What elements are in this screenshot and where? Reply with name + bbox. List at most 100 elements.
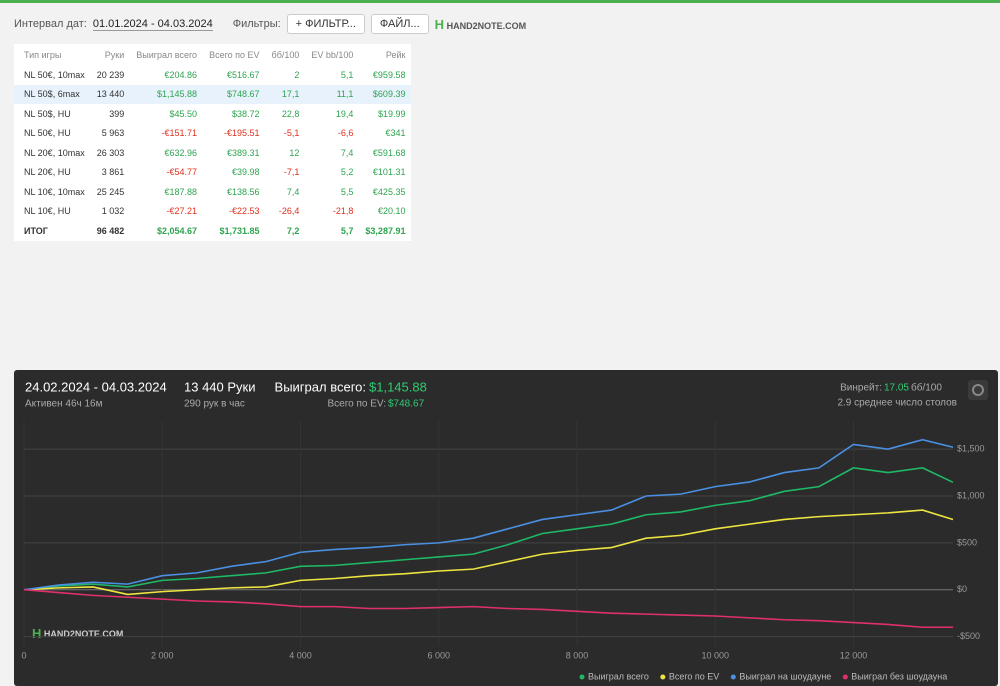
table-cell: -7,1 xyxy=(283,167,300,178)
filter-button[interactable]: + ФИЛЬТР... xyxy=(286,14,365,34)
table-cell: -€22.53 xyxy=(229,206,260,217)
x-tick-label: 4 000 xyxy=(289,650,312,660)
table-row[interactable]: NL 10€, 10max 25 245 €187.88 €138.56 7,4 5,5 €… xyxy=(14,182,411,202)
table-cell: -5,1 xyxy=(283,128,300,139)
won-value: $1,145.88 xyxy=(369,379,427,394)
y-tick-label: $500 xyxy=(957,537,977,547)
table-cell: €341 xyxy=(385,128,406,139)
table-cell: €632.96 xyxy=(164,147,198,158)
table-cell: бб/100 xyxy=(271,49,300,60)
table-cell: 5,1 xyxy=(340,69,354,80)
table-cell: 3 861 xyxy=(101,167,125,178)
table-cell: NL 10€, HU xyxy=(24,206,71,217)
table-cell: 17,1 xyxy=(265,84,306,104)
table-cell: -21,8 xyxy=(332,206,354,217)
x-tick-label: 0 xyxy=(21,650,26,660)
per-hour: 290 рук в час xyxy=(184,399,245,410)
legend-dot xyxy=(660,674,666,680)
table-cell: 5,5 xyxy=(340,186,354,197)
series-line xyxy=(23,467,954,591)
series-line xyxy=(23,438,954,591)
y-tick-label: $0 xyxy=(957,584,967,594)
ev-label: Всего по EV: xyxy=(327,399,386,410)
table-cell: €20.10 xyxy=(377,206,406,217)
table-cell: 2 xyxy=(294,69,300,80)
file-button[interactable]: ФАЙЛ... xyxy=(370,14,429,34)
table-cell: -6,6 xyxy=(337,128,354,139)
legend-dot xyxy=(579,674,585,680)
table-cell: $45.50 xyxy=(169,108,198,119)
x-tick-label: 8 000 xyxy=(566,650,589,660)
filters-label: Фильтры: xyxy=(232,18,281,30)
table-row[interactable]: NL 50$, 6max 13 440 $1,145.88 $748.67 17,1 11… xyxy=(14,84,412,104)
table-cell: NL 20€, 10max xyxy=(24,147,85,158)
table-row[interactable]: NL 50€, HU 5 963 -€151.71 -€195.51 -5,1 -6,6 €… xyxy=(14,124,411,144)
table-row[interactable]: ИТОГ 96 482 $2,054.67 $1,731.85 7,2 5,7 $3,287… xyxy=(14,221,411,241)
table-cell: Всего по EV xyxy=(209,49,260,60)
table-cell: Тип игры xyxy=(24,49,62,60)
table-cell: €425.35 xyxy=(372,186,406,197)
chart: 24.02.2024 - 04.03.2024 Активен 46ч 16м … xyxy=(21,379,988,681)
date-range[interactable]: 01.01.2024 - 04.03.2024 xyxy=(92,17,213,31)
logo: H HAND2NOTE.COM xyxy=(434,16,527,32)
table-cell: €204.86 xyxy=(164,69,198,80)
table-cell: 25 245 xyxy=(96,186,125,197)
settings-icon[interactable] xyxy=(968,380,988,400)
logo-text: HAND2NOTE.COM xyxy=(446,20,527,31)
table-row: Тип игры Руки Выиграл всего Всего по EV бб/1… xyxy=(14,44,411,65)
table-cell: -€195.51 xyxy=(224,128,260,139)
period: 24.02.2024 - 04.03.2024 xyxy=(25,379,167,394)
y-tick-label: -$500 xyxy=(957,631,980,641)
table-cell: NL 50€, HU xyxy=(24,128,71,139)
watermark-text: HAND2NOTE.COM xyxy=(44,629,124,639)
legend-dot xyxy=(730,674,736,680)
table-cell: 12 xyxy=(289,147,300,158)
table-cell: 13 440 xyxy=(90,84,131,104)
table-cell: NL 50€, 10max xyxy=(24,69,85,80)
winrate-value: 17.05 xyxy=(884,383,909,394)
series-line xyxy=(23,588,953,629)
table-cell: NL 50$, 6max xyxy=(14,84,91,104)
y-tick-label: $1,000 xyxy=(957,490,985,500)
legend-dot xyxy=(842,674,848,680)
table-cell: -26,4 xyxy=(278,206,300,217)
toolbar: Интервал дат: 01.01.2024 - 04.03.2024 Фи… xyxy=(14,14,526,34)
table-cell: 20 239 xyxy=(96,69,125,80)
table-cell: $1,145.88 xyxy=(130,84,204,104)
x-tick-label: 10 000 xyxy=(701,650,729,660)
y-tick-label: $1,500 xyxy=(957,444,985,454)
table-cell: -€54.77 xyxy=(166,167,198,178)
table-cell: $748.67 xyxy=(203,84,266,104)
table-cell: -€151.71 xyxy=(161,128,198,139)
table-cell: -€27.21 xyxy=(166,206,198,217)
table-cell: 96 482 xyxy=(96,225,125,236)
table-row[interactable]: NL 20€, 10max 26 303 €632.96 €389.31 12 7,4 €5… xyxy=(14,143,411,163)
table-row[interactable]: NL 50$, HU 399 $45.50 $38.72 22,8 19,4 $19.99 xyxy=(14,104,411,124)
table-cell: €959.58 xyxy=(372,69,406,80)
table-cell: Выиграл всего xyxy=(136,49,198,60)
top-bar xyxy=(0,0,1000,3)
series-line xyxy=(23,509,954,596)
table-cell: 7,2 xyxy=(286,225,300,236)
hands: 13 440 Руки xyxy=(184,379,256,394)
x-tick-label: 2 000 xyxy=(151,650,174,660)
winrate-label: Винрейт: xyxy=(840,383,882,394)
table-cell: $609.39 xyxy=(359,84,412,104)
x-tick-label: 6 000 xyxy=(427,650,450,660)
table-row[interactable]: NL 50€, 10max 20 239 €204.86 €516.67 2 5,1 €95… xyxy=(14,65,411,85)
table-row[interactable]: NL 10€, HU 1 032 -€27.21 -€22.53 -26,4 -21,8 €… xyxy=(14,202,411,222)
table-row[interactable]: NL 20€, HU 3 861 -€54.77 €39.98 -7,1 5,2 €101.… xyxy=(14,163,411,183)
filter-text: ФИЛЬТР... xyxy=(305,18,356,30)
winrate-unit: бб/100 xyxy=(911,382,942,394)
active: Активен 46ч 16м xyxy=(25,399,103,410)
table-cell: 19,4 xyxy=(335,108,354,119)
table-cell: 11,1 xyxy=(305,84,360,104)
table-cell: $19.99 xyxy=(377,108,406,119)
table-cell: 26 303 xyxy=(96,147,125,158)
table-cell: $3,287.91 xyxy=(365,225,406,236)
x-tick-label: 12 000 xyxy=(840,650,868,660)
table-cell: Руки xyxy=(104,49,125,60)
legend-label: Выиграл на шоудауне xyxy=(739,671,831,681)
table-cell: $38.72 xyxy=(232,108,260,119)
